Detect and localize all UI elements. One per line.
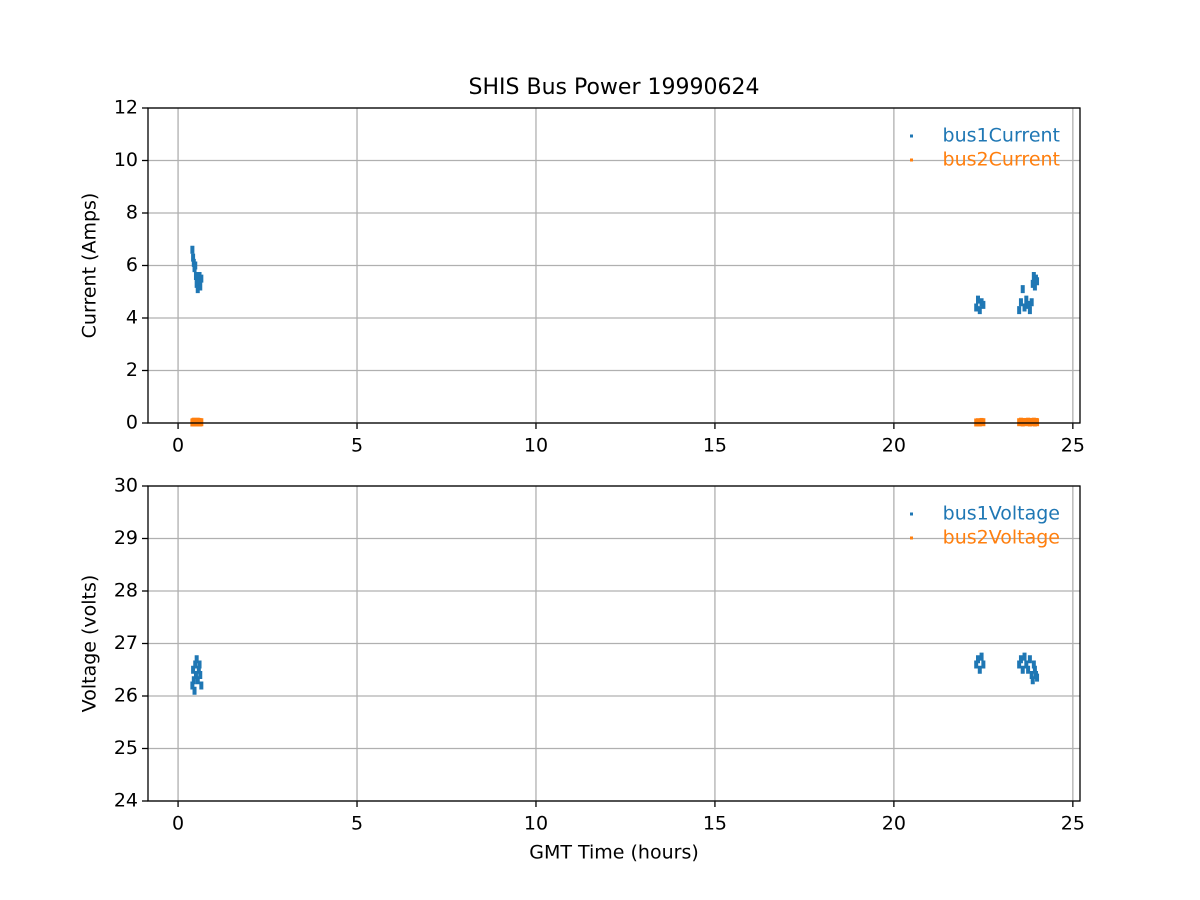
point	[1027, 306, 1032, 315]
x-tick-label: 5	[351, 435, 363, 457]
y-tick-label: 25	[114, 737, 138, 759]
point	[974, 303, 979, 312]
x-tick-label: 5	[351, 813, 363, 835]
point	[1035, 673, 1040, 682]
point	[1031, 660, 1036, 669]
point	[1022, 303, 1027, 312]
y-tick-label: 2	[126, 359, 138, 381]
x-tick-label: 0	[172, 435, 184, 457]
point	[1030, 676, 1035, 685]
x-tick-label: 25	[1061, 435, 1085, 457]
point	[981, 660, 986, 669]
axes-frame	[147, 485, 1081, 802]
point	[193, 261, 198, 270]
point	[977, 306, 982, 315]
y-tick-label: 30	[114, 475, 138, 497]
x-tick-label: 20	[882, 813, 906, 835]
point	[194, 655, 199, 664]
point	[193, 660, 198, 669]
y-tick-label: 26	[114, 685, 138, 707]
legend-label: bus2Voltage	[943, 527, 1060, 549]
x-tick-label: 25	[1061, 813, 1085, 835]
axes-frame	[147, 107, 1081, 424]
point	[198, 671, 203, 679]
point	[190, 681, 195, 690]
y-tick-label: 0	[126, 412, 138, 434]
y-axis-label: Voltage (volts)	[79, 575, 101, 713]
point	[1026, 665, 1031, 674]
y-tick-label: 4	[126, 307, 138, 329]
point	[1035, 277, 1040, 286]
point	[195, 285, 200, 294]
x-tick-label: 10	[524, 435, 548, 457]
point	[1020, 285, 1025, 294]
chart-title: SHIS Bus Power 19990624	[469, 75, 760, 100]
x-tick-label: 0	[172, 813, 184, 835]
point	[1026, 300, 1031, 309]
point	[192, 686, 197, 695]
point	[975, 295, 980, 304]
y-tick-label: 24	[114, 790, 138, 812]
y-tick-label: 29	[114, 527, 138, 549]
point	[981, 300, 986, 309]
point	[191, 676, 196, 685]
point	[197, 660, 202, 669]
point	[198, 282, 203, 291]
point	[1017, 660, 1022, 669]
legend-label: bus1Voltage	[943, 503, 1060, 525]
legend-marker	[910, 536, 913, 540]
point	[1031, 272, 1036, 280]
y-tick-label: 6	[126, 254, 138, 276]
legend-marker	[910, 158, 913, 162]
point	[975, 655, 980, 664]
point	[1032, 282, 1037, 291]
point	[1029, 298, 1034, 307]
point	[1020, 665, 1025, 674]
legend-label: bus1Current	[943, 125, 1060, 147]
legend-marker	[910, 134, 913, 138]
y-tick-label: 27	[114, 632, 138, 654]
point	[1017, 306, 1022, 315]
point	[1024, 295, 1029, 304]
point	[196, 277, 201, 286]
point	[1027, 655, 1032, 664]
point	[1018, 655, 1023, 664]
x-tick-label: 10	[524, 813, 548, 835]
x-tick-label: 20	[882, 435, 906, 457]
point	[1032, 665, 1037, 674]
x-axis-label: GMT Time (hours)	[529, 842, 699, 864]
y-axis-label: Current (Amps)	[79, 193, 101, 339]
point	[191, 665, 196, 674]
point	[974, 660, 979, 669]
point	[195, 676, 200, 685]
point	[1035, 418, 1040, 427]
point	[199, 418, 204, 427]
point	[977, 665, 982, 674]
point	[196, 665, 201, 674]
point	[194, 279, 199, 288]
y-tick-label: 12	[114, 97, 138, 119]
point	[199, 274, 204, 283]
y-tick-label: 10	[114, 149, 138, 171]
point	[191, 253, 196, 262]
point	[1022, 652, 1027, 661]
point	[981, 418, 986, 427]
point	[1024, 660, 1029, 669]
point	[1030, 279, 1035, 288]
legend-marker	[910, 512, 913, 516]
point	[193, 272, 198, 280]
legend-label: bus2Current	[943, 149, 1060, 171]
x-tick-label: 15	[703, 813, 727, 835]
point	[1018, 298, 1023, 307]
point	[193, 671, 198, 679]
x-tick-label: 15	[703, 435, 727, 457]
point	[190, 245, 195, 254]
point	[199, 681, 204, 690]
point	[1029, 671, 1034, 679]
y-tick-label: 28	[114, 580, 138, 602]
y-tick-label: 8	[126, 202, 138, 224]
point	[979, 652, 984, 661]
